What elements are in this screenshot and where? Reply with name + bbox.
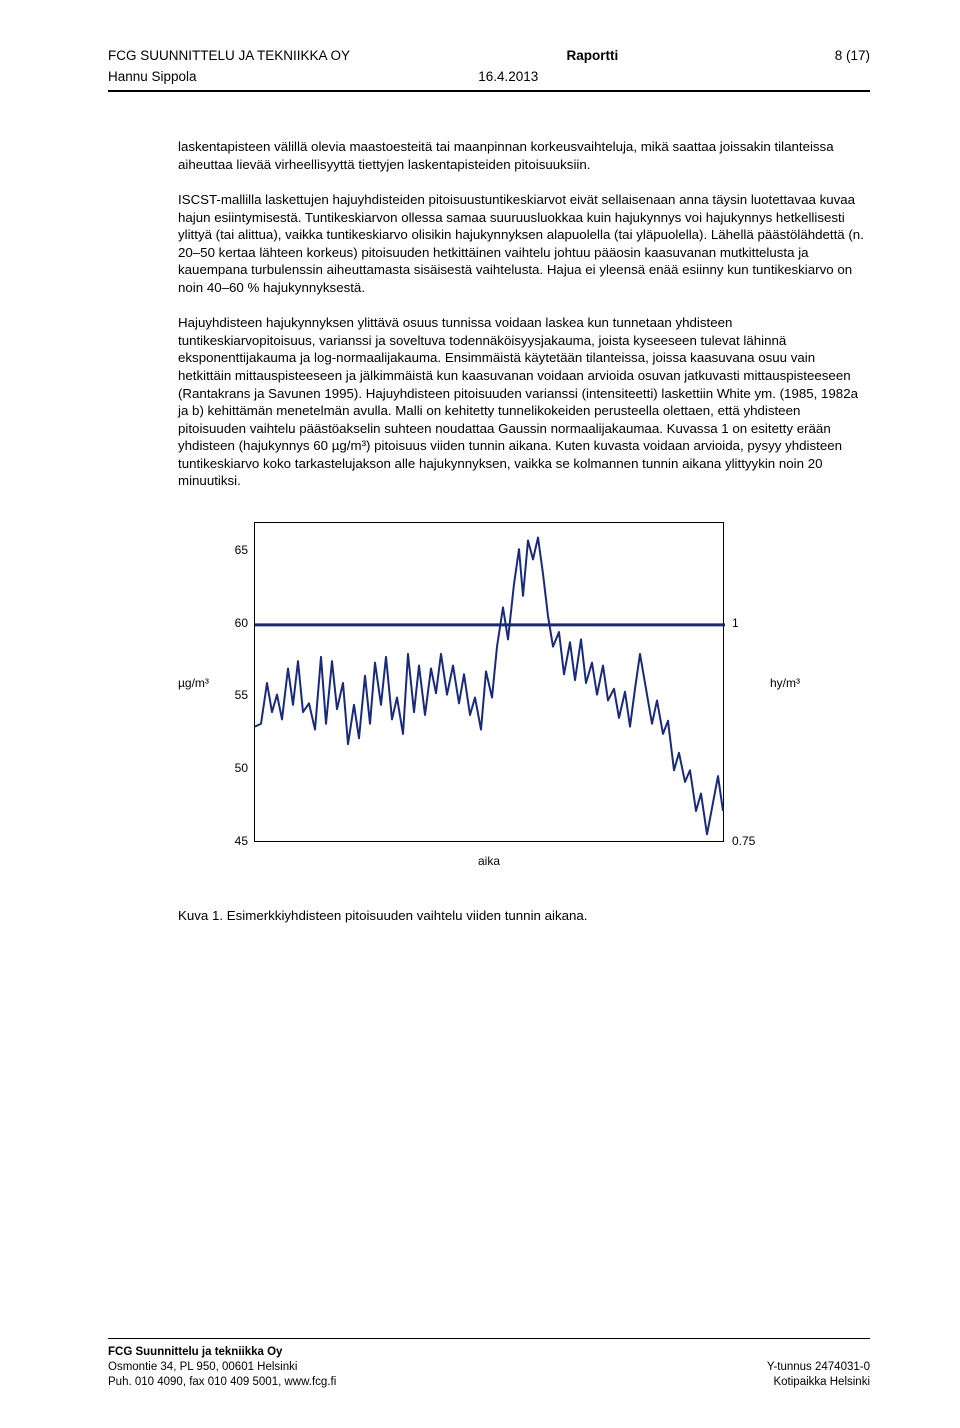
ytick-left: 65 <box>208 543 248 557</box>
paragraph-3: Hajuyhdisteen hajukynnyksen ylittävä osu… <box>178 314 870 489</box>
header-company: FCG SUUNNITTELU JA TEKNIIKKA OY <box>108 48 350 63</box>
chart-xlabel: aika <box>184 854 794 868</box>
ytick-left: 55 <box>208 688 248 702</box>
header-title: Raportti <box>567 48 619 63</box>
footer-contact: Puh. 010 4090, fax 010 409 5001, www.fcg… <box>108 1375 336 1390</box>
ytick-right: 1 <box>732 616 772 630</box>
ytick-right: 0.75 <box>732 834 772 848</box>
header-rule <box>108 90 870 92</box>
footer-ytunnus: Y-tunnus 2474031-0 <box>767 1360 870 1375</box>
footer-rule <box>108 1338 870 1339</box>
ytick-left: 50 <box>208 761 248 775</box>
chart-ylabel-left: µg/m³ <box>178 676 209 690</box>
paragraph-1: laskentapisteen välillä olevia maastoest… <box>178 138 870 173</box>
header-author: Hannu Sippola <box>108 69 197 84</box>
chart-box <box>254 522 724 842</box>
chart-ylabel-right: hy/m³ <box>770 676 800 690</box>
footer-address: Osmontie 34, PL 950, 00601 Helsinki <box>108 1360 336 1375</box>
header-date: 16.4.2013 <box>478 69 538 84</box>
ytick-left: 45 <box>208 834 248 848</box>
footer-company: FCG Suunnittelu ja tekniikka Oy <box>108 1345 336 1360</box>
footer: FCG Suunnittelu ja tekniikka Oy Osmontie… <box>108 1338 870 1390</box>
series-line <box>255 537 723 834</box>
figure-caption: Kuva 1. Esimerkkiyhdisteen pitoisuuden v… <box>178 908 870 923</box>
header-page: 8 (17) <box>835 48 870 63</box>
footer-domicile: Kotipaikka Helsinki <box>767 1375 870 1390</box>
paragraph-2: ISCST-mallilla laskettujen hajuyhdisteid… <box>178 191 870 296</box>
chart-svg <box>255 523 725 843</box>
chart-figure: 4550556065 0.751 µg/m³ hy/m³ aika <box>184 512 794 882</box>
ytick-left: 60 <box>208 616 248 630</box>
